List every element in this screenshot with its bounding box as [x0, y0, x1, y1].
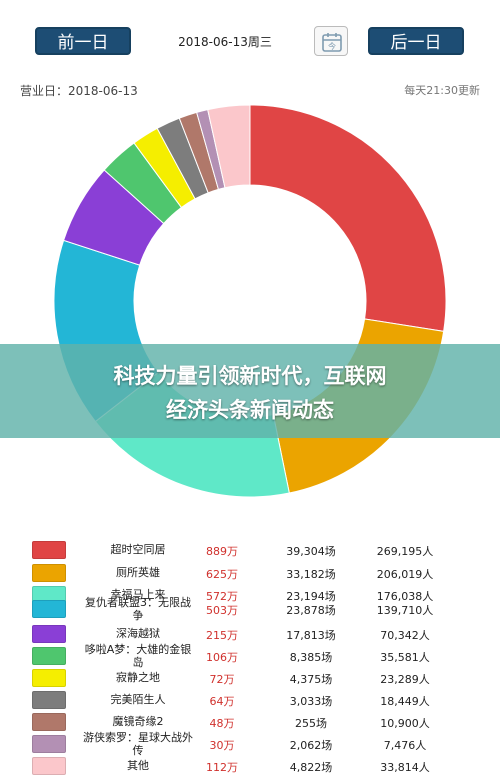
show-count: 39,304场: [286, 545, 336, 558]
table-row[interactable]: 寂静之地 72万 4,375场 23,289人: [0, 666, 500, 688]
movie-name: 厕所英雄: [116, 566, 160, 579]
donut-slice-0[interactable]: [249, 105, 447, 332]
banner-headline-line2: 经济头条新闻动态: [166, 398, 334, 422]
calendar-button[interactable]: 今: [314, 26, 348, 56]
show-count: 2,062场: [289, 739, 333, 752]
table-row[interactable]: 其他 112万 4,822场 33,814人: [0, 754, 500, 776]
audience-count: 139,710人: [376, 604, 434, 617]
update-note: 每天21:30更新: [404, 84, 480, 97]
audience-count: 33,814人: [380, 761, 430, 774]
audience-count: 7,476人: [383, 739, 427, 752]
show-count: 23,194场: [286, 590, 336, 603]
show-count: 255场: [295, 717, 327, 730]
news-banner[interactable]: 科技力量引领新时代，互联网 经济头条新闻动态: [0, 344, 500, 438]
legend-swatch: [32, 647, 66, 665]
audience-count: 269,195人: [376, 545, 434, 558]
table-row[interactable]: 哆啦A梦：大雄的金银岛 106万 8,385场 35,581人: [0, 643, 500, 669]
box-office-gross: 48万: [209, 717, 235, 730]
movie-name: 超时空同居: [110, 543, 166, 556]
movie-name: 幸福马上来: [110, 588, 166, 601]
legend-swatch: [32, 541, 66, 559]
box-office-gross: 106万: [206, 651, 238, 664]
show-count: 17,813场: [286, 629, 336, 642]
box-office-gross: 30万: [209, 739, 235, 752]
box-office-gross: 572万: [206, 590, 238, 603]
movie-name: 深海越狱: [116, 627, 160, 640]
info-bar: 营业日：2018-06-13 每天21:30更新: [0, 78, 500, 100]
current-date: 2018-06-13周三: [178, 35, 272, 49]
movie-name: 寂静之地: [116, 671, 160, 684]
table-row[interactable]: 游侠索罗：星球大战外传 30万 2,062场 7,476人: [0, 731, 500, 757]
calendar-icon: 今: [322, 33, 342, 52]
donut-slice-10[interactable]: [207, 105, 251, 189]
table-row[interactable]: 厕所英雄 625万 33,182场 206,019人: [0, 561, 500, 583]
table-row[interactable]: 幸福马上来 572万 23,194场 176,038人: [0, 583, 500, 605]
legend-swatch: [32, 669, 66, 687]
table-row[interactable]: 完美陌生人 64万 3,033场 18,449人: [0, 688, 500, 710]
show-count: 4,822场: [289, 761, 333, 774]
audience-count: 70,342人: [380, 629, 430, 642]
box-office-gross: 112万: [206, 761, 238, 774]
next-day-button[interactable]: 后一日: [368, 27, 464, 55]
show-count: 8,385场: [289, 651, 333, 664]
movie-name: 哆啦A梦：大雄的金银岛: [84, 643, 192, 669]
business-date: 营业日：2018-06-13: [20, 84, 138, 98]
legend-swatch: [32, 757, 66, 775]
box-office-gross: 64万: [209, 695, 235, 708]
movie-name: 其他: [127, 759, 149, 772]
box-office-gross: 889万: [206, 545, 238, 558]
movie-name: 复仇者联盟3：无限战争: [85, 596, 191, 622]
legend-swatch: [32, 600, 66, 618]
audience-count: 206,019人: [376, 568, 434, 581]
box-office-gross: 72万: [209, 673, 235, 686]
box-office-gross: 215万: [206, 629, 238, 642]
show-count: 3,033场: [289, 695, 333, 708]
movie-name: 游侠索罗：星球大战外传: [83, 731, 193, 757]
box-office-gross: 625万: [206, 568, 238, 581]
audience-count: 10,900人: [380, 717, 430, 730]
audience-count: 23,289人: [380, 673, 430, 686]
movie-name: 完美陌生人: [110, 693, 166, 706]
show-count: 23,878场: [286, 604, 336, 617]
table-row[interactable]: 深海越狱 215万 17,813场 70,342人: [0, 622, 500, 644]
legend-swatch: [32, 735, 66, 753]
legend-swatch: [32, 625, 66, 643]
audience-count: 18,449人: [380, 695, 430, 708]
table-row[interactable]: 超时空同居 889万 39,304场 269,195人: [0, 538, 500, 560]
box-office-gross: 503万: [206, 604, 238, 617]
legend-swatch: [32, 691, 66, 709]
audience-count: 176,038人: [376, 590, 434, 603]
movie-name: 魔镜奇缘2: [112, 715, 164, 728]
show-count: 33,182场: [286, 568, 336, 581]
audience-count: 35,581人: [380, 651, 430, 664]
legend-swatch: [32, 713, 66, 731]
top-bar: 前一日 2018-06-13周三 今 后一日: [0, 0, 500, 70]
table-row[interactable]: 魔镜奇缘2 48万 255场 10,900人: [0, 710, 500, 732]
prev-day-button[interactable]: 前一日: [35, 27, 131, 55]
show-count: 4,375场: [289, 673, 333, 686]
box-office-donut-chart: [53, 105, 447, 498]
legend-swatch: [32, 564, 66, 582]
table-row[interactable]: 复仇者联盟3：无限战争 503万 23,878场 139,710人: [0, 596, 500, 622]
svg-text:今: 今: [328, 41, 336, 51]
banner-headline-line1: 科技力量引领新时代，互联网: [113, 364, 387, 388]
